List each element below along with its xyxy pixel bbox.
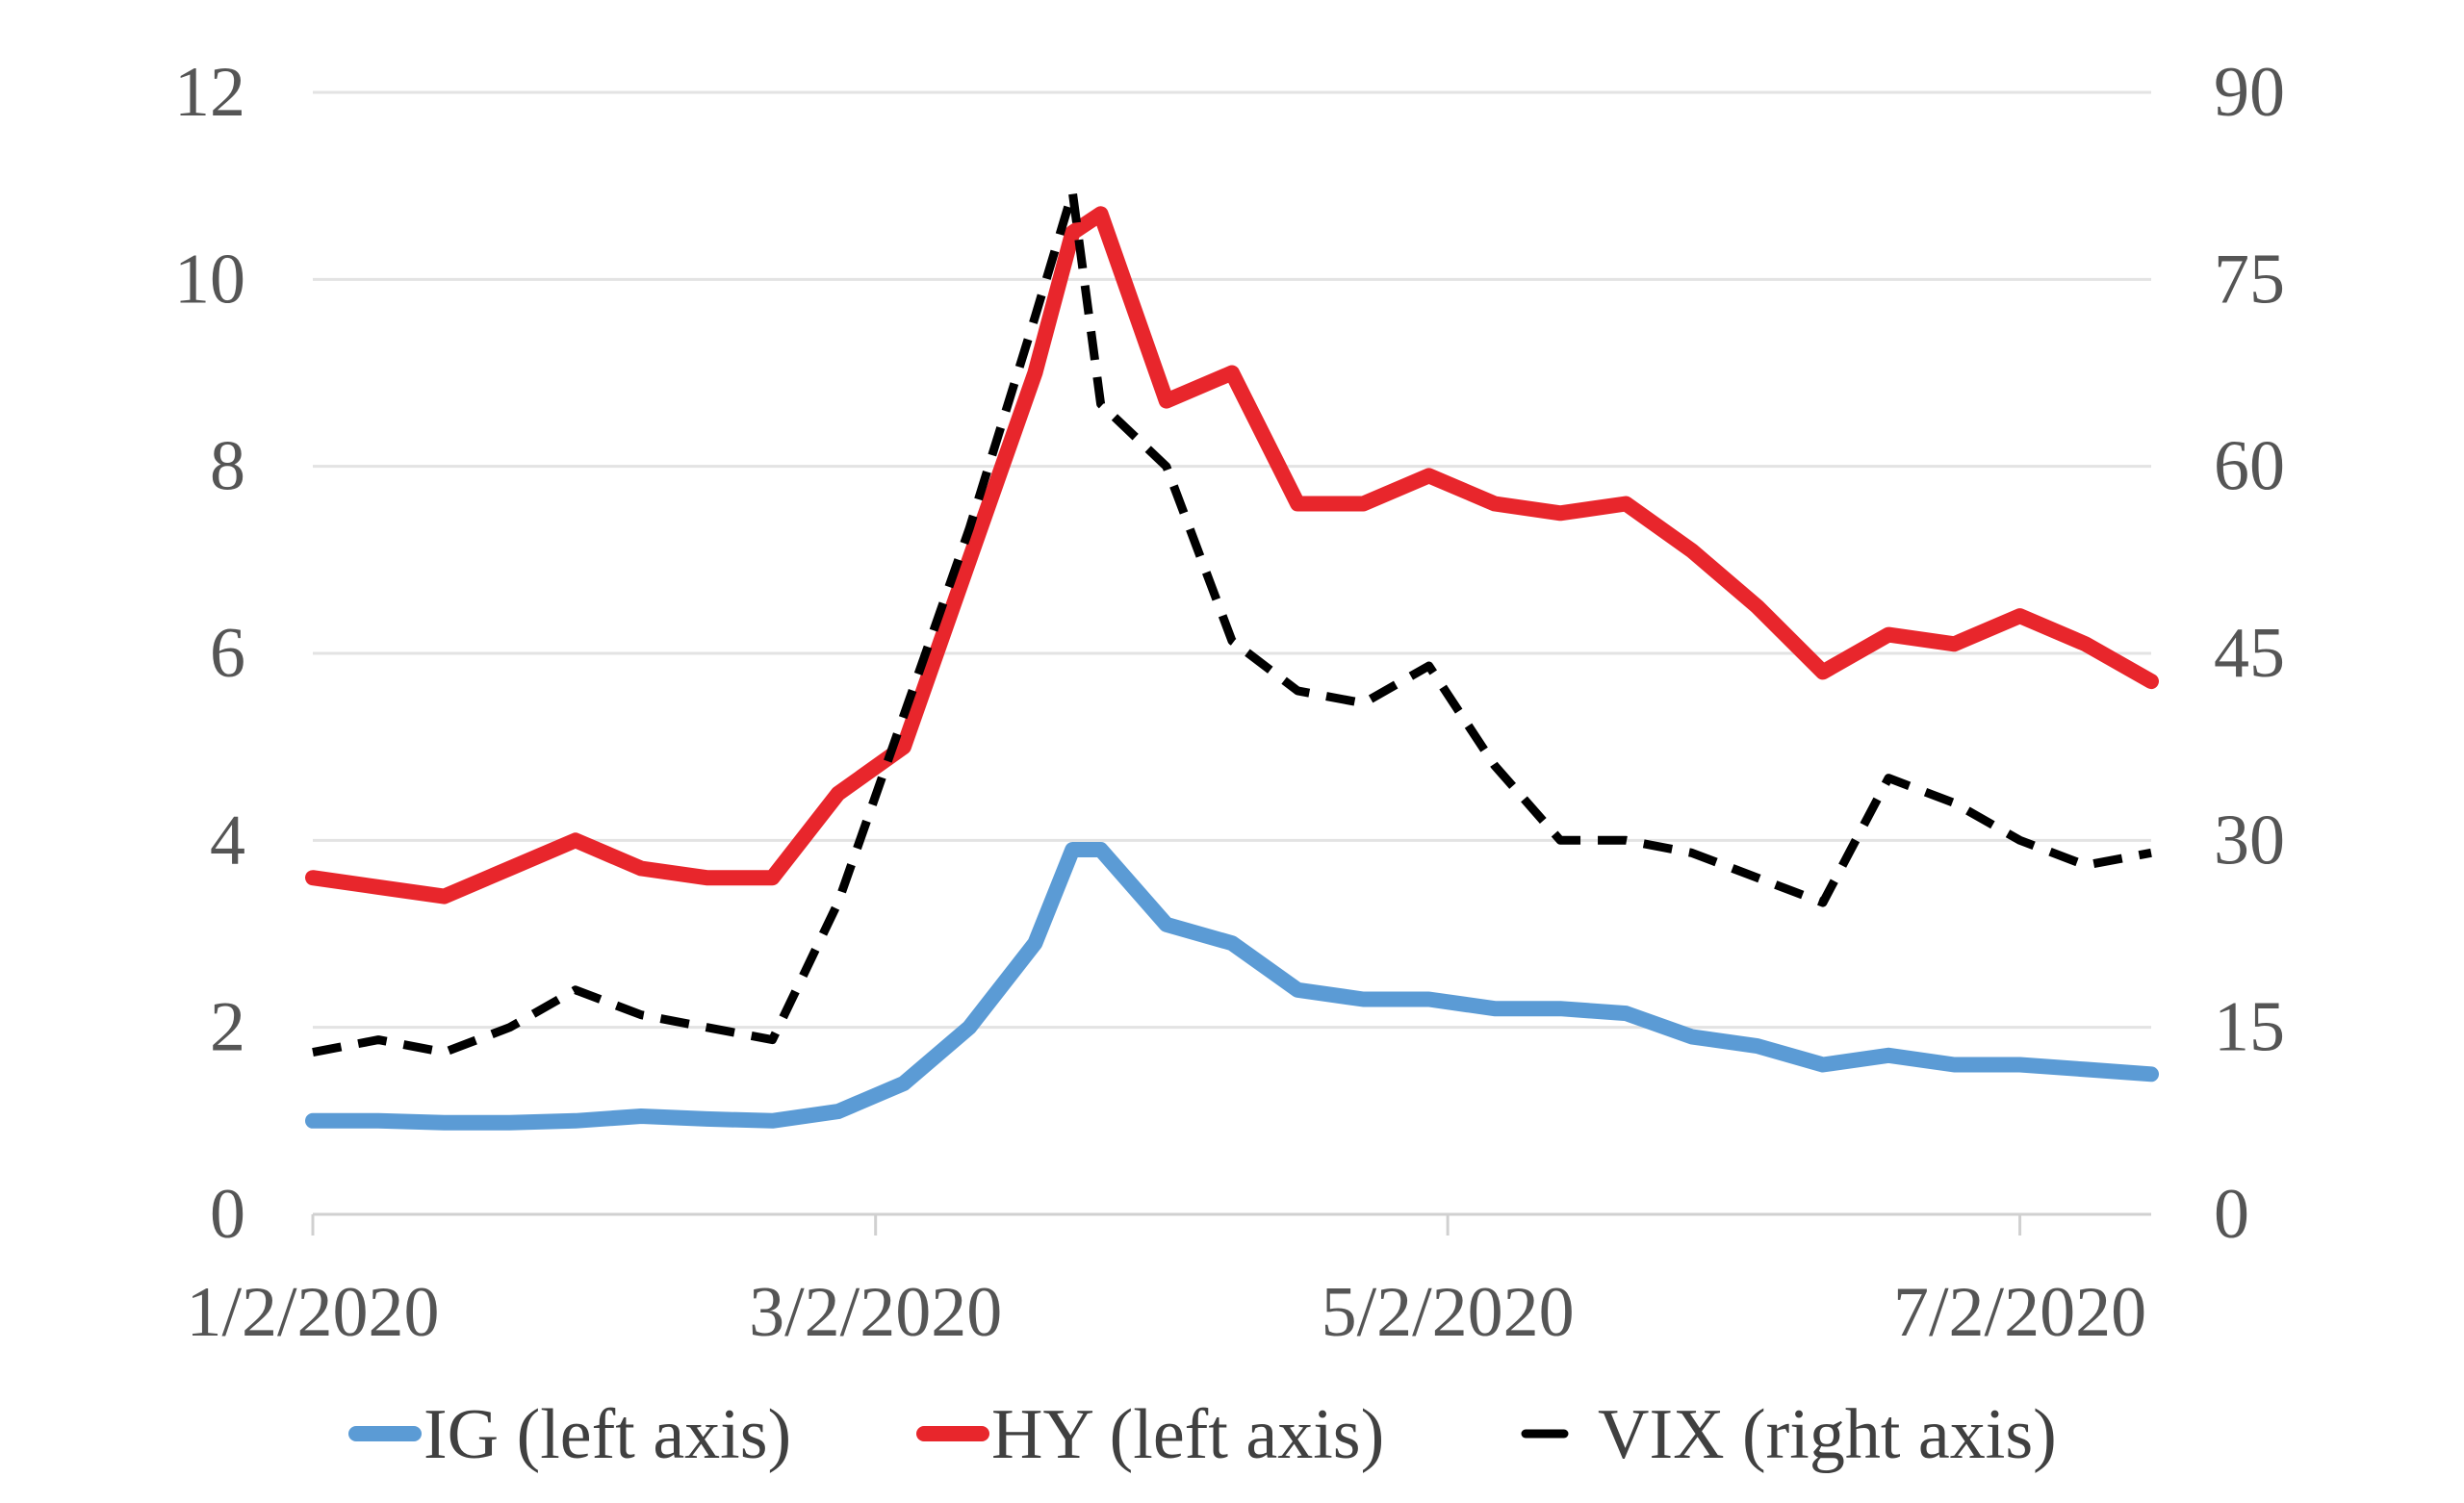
left-y-tick-label: 10 [174, 240, 245, 318]
left-y-axis: 0 2 4 6 8 10 12 [174, 53, 245, 1254]
x-tick-label: 5/2/2020 [1322, 1273, 1575, 1352]
series-line-0 [305, 842, 2159, 1131]
x-tick-label: 7/2/2020 [1893, 1273, 2146, 1352]
series-lines [305, 188, 2159, 1131]
left-y-tick-label: 12 [174, 53, 245, 132]
left-y-tick-label: 6 [210, 614, 245, 693]
left-y-tick-label: 0 [210, 1175, 245, 1254]
right-y-tick-label: 45 [2214, 614, 2285, 693]
legend-label: VIX (right axis) [1598, 1395, 2057, 1474]
x-tick-label: 1/2/2020 [186, 1273, 439, 1352]
x-axis [311, 1212, 2151, 1236]
right-y-tick-label: 75 [2214, 240, 2285, 318]
right-y-tick-label: 60 [2214, 427, 2285, 506]
gridlines [313, 90, 2151, 1030]
left-y-tick-label: 8 [210, 427, 245, 506]
series-line-1 [305, 206, 2159, 904]
right-y-tick-label: 30 [2214, 801, 2285, 879]
right-y-axis: 0 15 30 45 60 75 90 [2214, 53, 2285, 1254]
right-y-tick-label: 0 [2214, 1175, 2249, 1254]
x-axis-tick-labels: 1/2/2020 3/2/2020 5/2/2020 7/2/2020 [186, 1273, 2146, 1352]
series-line-2 [312, 188, 2152, 1057]
legend: IG (left axis) HY (left axis) VIX (right a… [348, 1395, 2057, 1474]
x-tick-label: 3/2/2020 [749, 1273, 1002, 1352]
right-y-tick-label: 15 [2214, 988, 2285, 1067]
legend-label: IG (left axis) [424, 1395, 791, 1474]
left-y-tick-label: 4 [210, 801, 245, 879]
legend-label: HY (left axis) [991, 1395, 1384, 1474]
right-y-tick-label: 90 [2214, 53, 2285, 132]
left-y-tick-label: 2 [210, 988, 245, 1067]
